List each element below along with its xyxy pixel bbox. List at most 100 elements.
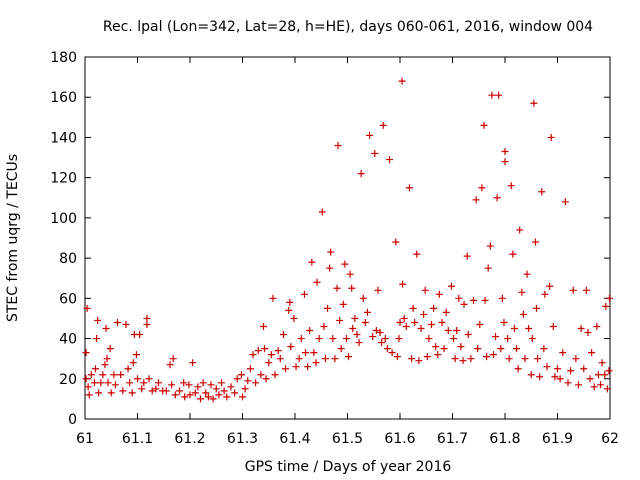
data-point bbox=[324, 304, 332, 312]
data-point bbox=[605, 294, 613, 302]
data-point bbox=[82, 349, 90, 357]
data-point bbox=[286, 298, 294, 306]
data-point bbox=[107, 389, 115, 397]
y-tick-label: 160 bbox=[50, 90, 77, 106]
data-point bbox=[341, 260, 349, 268]
data-point bbox=[561, 198, 569, 206]
data-point bbox=[252, 379, 260, 387]
data-point bbox=[269, 294, 277, 302]
data-point bbox=[274, 347, 282, 355]
data-point bbox=[244, 377, 252, 385]
data-point bbox=[559, 349, 567, 357]
data-point bbox=[395, 335, 403, 343]
data-point bbox=[584, 329, 592, 337]
data-point bbox=[582, 286, 590, 294]
data-point bbox=[104, 379, 112, 387]
data-point bbox=[271, 371, 279, 379]
data-point bbox=[500, 318, 508, 326]
data-point bbox=[501, 158, 509, 166]
data-point bbox=[138, 385, 146, 393]
data-point bbox=[363, 308, 371, 316]
data-point bbox=[103, 355, 111, 363]
data-point bbox=[202, 389, 210, 397]
data-point bbox=[285, 306, 293, 314]
data-point bbox=[176, 387, 183, 395]
data-point bbox=[189, 359, 197, 367]
data-point bbox=[260, 322, 267, 330]
data-point bbox=[262, 375, 270, 383]
x-tick-label: 61.6 bbox=[384, 431, 415, 447]
data-point bbox=[442, 308, 450, 316]
data-point bbox=[143, 320, 151, 328]
data-point bbox=[455, 294, 463, 302]
data-point bbox=[464, 331, 472, 339]
data-point bbox=[392, 238, 400, 246]
data-point bbox=[261, 345, 269, 353]
data-point bbox=[602, 302, 610, 310]
x-tick-label: 61.1 bbox=[122, 431, 153, 447]
data-point bbox=[84, 383, 92, 391]
data-point bbox=[488, 91, 496, 99]
data-point bbox=[101, 361, 109, 369]
data-point bbox=[169, 355, 177, 363]
data-point bbox=[126, 379, 134, 387]
data-point bbox=[492, 333, 500, 341]
data-point bbox=[569, 286, 577, 294]
data-point bbox=[480, 121, 488, 129]
data-point bbox=[204, 393, 212, 401]
data-point bbox=[411, 318, 419, 326]
y-tick-label: 20 bbox=[59, 372, 77, 388]
data-point bbox=[231, 389, 239, 397]
x-axis: 61 61.1 61.2 61.3 61.4 61.5 61.6 61.7 61.8 61.9 62 bbox=[76, 57, 619, 447]
data-point bbox=[590, 383, 598, 391]
data-point bbox=[166, 361, 174, 369]
data-point bbox=[525, 325, 533, 332]
x-tick-label: 61 bbox=[76, 431, 94, 447]
data-point bbox=[186, 391, 194, 399]
data-point bbox=[536, 373, 544, 381]
data-point bbox=[438, 318, 446, 326]
data-point bbox=[593, 322, 601, 330]
data-point bbox=[212, 385, 220, 393]
x-tick-label: 61.7 bbox=[437, 431, 468, 447]
y-tick-label: 120 bbox=[50, 171, 77, 187]
data-point bbox=[199, 379, 207, 387]
data-point bbox=[495, 91, 503, 99]
data-point bbox=[327, 248, 335, 256]
data-point bbox=[453, 327, 461, 335]
data-point bbox=[194, 383, 202, 391]
data-point bbox=[540, 345, 548, 353]
data-point bbox=[478, 184, 486, 192]
data-point bbox=[423, 353, 431, 361]
data-point bbox=[355, 339, 363, 347]
data-point bbox=[509, 250, 517, 258]
data-point bbox=[326, 264, 334, 272]
data-point bbox=[493, 194, 501, 202]
data-point bbox=[114, 318, 122, 326]
data-point bbox=[549, 322, 557, 330]
data-point bbox=[93, 335, 101, 343]
data-point bbox=[369, 333, 377, 341]
data-point bbox=[518, 288, 526, 296]
y-tick-label: 100 bbox=[50, 211, 77, 227]
data-point bbox=[507, 182, 515, 190]
data-point bbox=[408, 355, 416, 363]
data-point bbox=[564, 379, 572, 387]
data-point bbox=[605, 367, 613, 375]
data-point bbox=[207, 381, 215, 389]
data-point bbox=[357, 170, 365, 178]
data-point bbox=[501, 148, 509, 156]
x-tick-label: 61.2 bbox=[174, 431, 205, 447]
data-point bbox=[134, 375, 141, 383]
data-point bbox=[415, 357, 423, 365]
x-tick-label: 61.8 bbox=[489, 431, 520, 447]
data-point bbox=[346, 270, 354, 278]
data-point bbox=[383, 345, 391, 353]
data-point bbox=[467, 355, 475, 363]
data-point bbox=[254, 347, 262, 355]
data-point bbox=[148, 387, 156, 395]
data-point bbox=[378, 339, 386, 347]
data-point bbox=[556, 375, 564, 383]
data-point bbox=[246, 365, 254, 373]
data-point bbox=[444, 327, 452, 335]
